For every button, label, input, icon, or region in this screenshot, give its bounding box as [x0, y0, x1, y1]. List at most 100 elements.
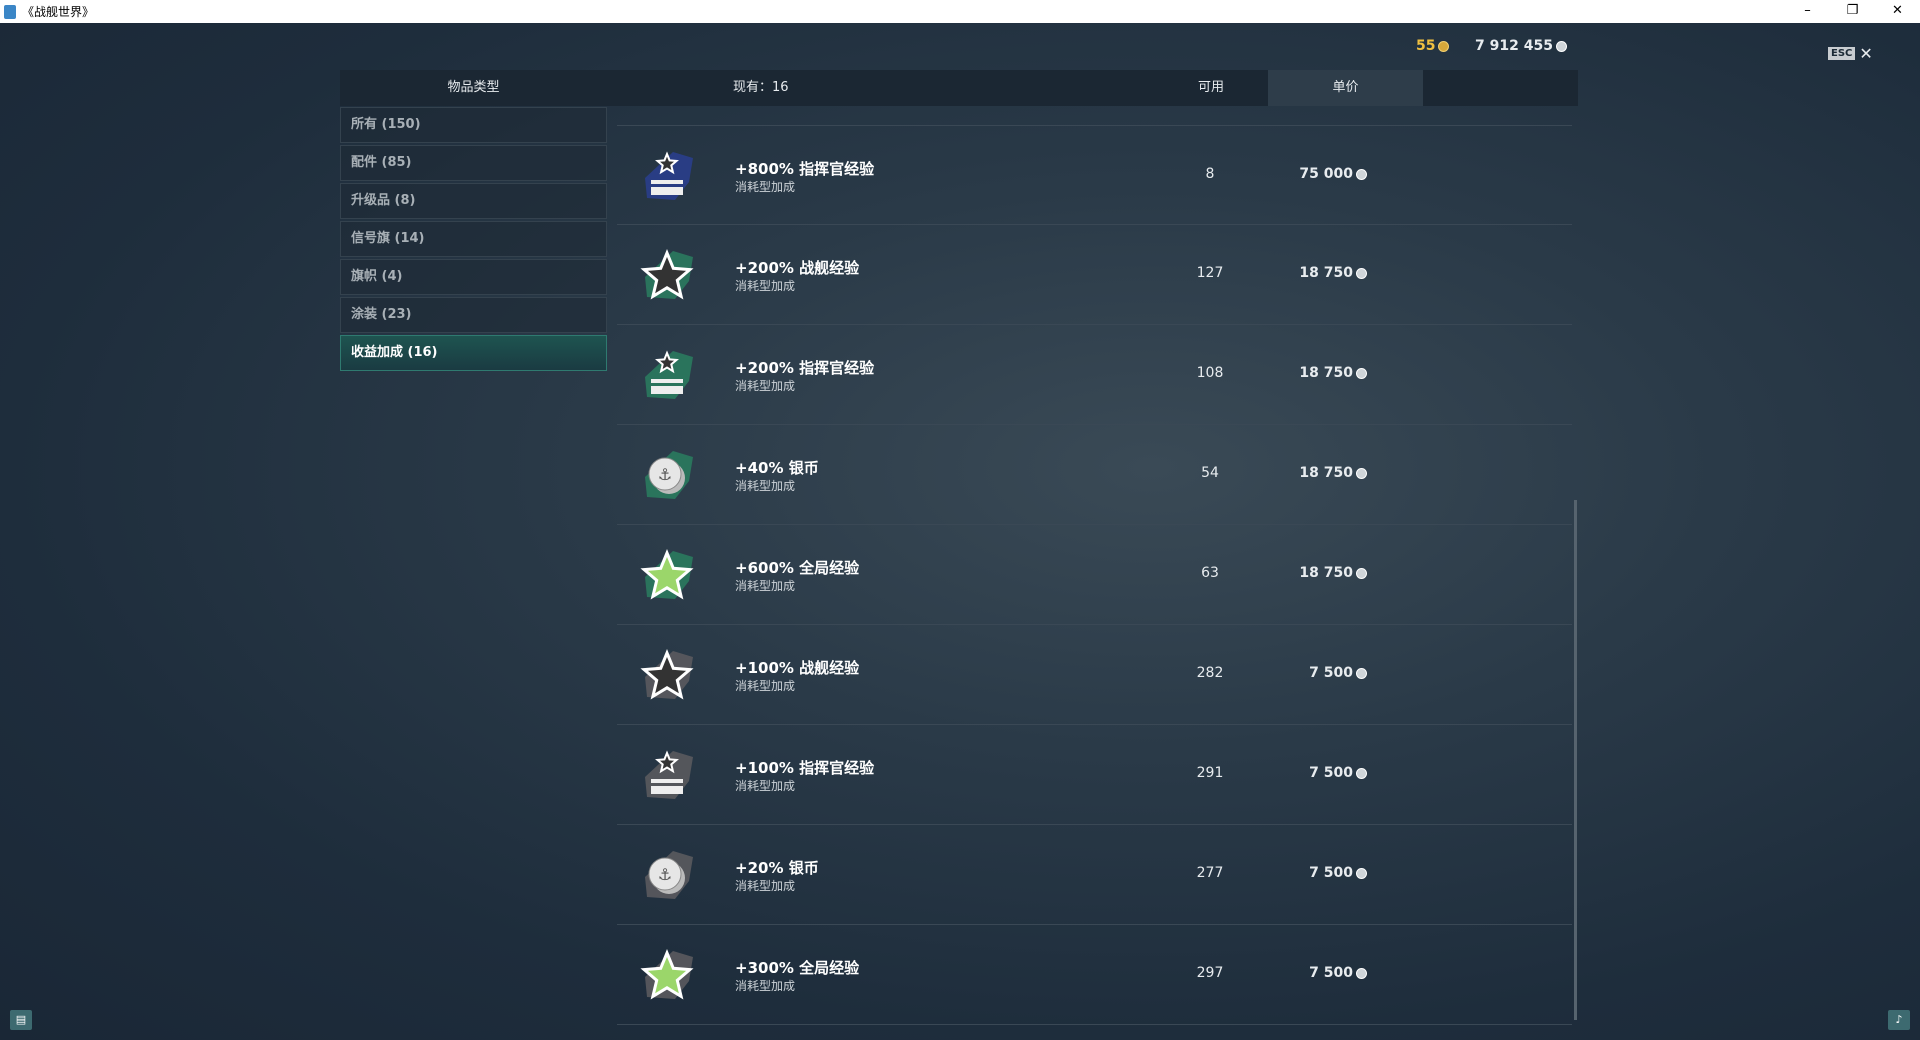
credits-icon: ⚓: [639, 447, 695, 503]
item-type: 消耗型加成: [735, 779, 796, 793]
silver-coin-icon: [1555, 40, 1567, 52]
silver-coin-icon: [1356, 667, 1367, 679]
commander-xp-icon: [639, 747, 695, 803]
header-price[interactable]: 单价: [1268, 70, 1423, 106]
close-icon[interactable]: ✕: [1859, 44, 1873, 63]
silver-coin-icon: [1356, 467, 1367, 479]
item-row[interactable]: ⚓ +40% 银币 消耗型加成 54 18 750: [617, 425, 1572, 525]
item-row[interactable]: +100% 指挥官经验 消耗型加成 291 7 500: [617, 725, 1572, 825]
item-row[interactable]: +200% 战舰经验 消耗型加成 127 18 750: [617, 225, 1572, 325]
gold-balance: 55: [1416, 38, 1450, 54]
item-name: +40% 银币: [735, 459, 819, 477]
item-price: 18 750: [1299, 465, 1367, 481]
price-value: 7 500: [1309, 665, 1353, 681]
esc-close-button[interactable]: ESC ✕: [1828, 44, 1873, 63]
price-value: 18 750: [1299, 265, 1353, 281]
item-available: 297: [1196, 965, 1224, 981]
ship-xp-icon: [639, 647, 695, 703]
bell-icon: ♪: [1895, 1013, 1903, 1026]
item-name: +200% 战舰经验: [735, 259, 860, 277]
price-value: 7 500: [1309, 765, 1353, 781]
item-type: 消耗型加成: [735, 279, 796, 293]
gold-amount: 55: [1416, 38, 1436, 54]
item-price: 75 000: [1299, 166, 1367, 182]
price-value: 18 750: [1299, 365, 1353, 381]
item-price: 18 750: [1299, 565, 1367, 581]
window-title: 《战舰世界》: [22, 5, 95, 19]
item-name: +100% 战舰经验: [735, 659, 860, 677]
commander-xp-icon: [639, 148, 695, 204]
item-available: 277: [1196, 865, 1224, 881]
item-available: 54: [1201, 465, 1219, 481]
item-name: +800% 指挥官经验: [735, 160, 875, 178]
sidebar-item[interactable]: 涂装 (23): [340, 297, 607, 333]
item-available: 127: [1196, 265, 1224, 281]
chat-icon: ▤: [15, 1013, 27, 1026]
sidebar-item[interactable]: 升级品 (8): [340, 183, 607, 219]
silver-amount: 7 912 455: [1475, 38, 1553, 54]
price-value: 18 750: [1299, 565, 1353, 581]
sidebar-item[interactable]: 配件 (85): [340, 145, 607, 181]
item-price: 18 750: [1299, 365, 1367, 381]
price-value: 75 000: [1299, 166, 1353, 182]
svg-text:⚓: ⚓: [658, 465, 672, 484]
item-type: 消耗型加成: [735, 979, 796, 993]
silver-coin-icon: [1356, 567, 1367, 579]
silver-coin-icon: [1356, 967, 1367, 979]
item-price: 18 750: [1299, 265, 1367, 281]
item-name: +600% 全局经验: [735, 559, 860, 577]
item-row[interactable]: +200% 指挥官经验 消耗型加成 108 18 750: [617, 325, 1572, 425]
item-available: 8: [1205, 166, 1215, 182]
title-bar: 《战舰世界》 – ❐ ✕: [0, 0, 1920, 23]
restore-button[interactable]: ❐: [1846, 3, 1859, 18]
table-header: 物品类型 现有：16 可用 单价: [340, 70, 1578, 106]
scrollbar[interactable]: [1574, 500, 1577, 1020]
item-name: +300% 全局经验: [735, 959, 860, 977]
close-window-button[interactable]: ✕: [1892, 3, 1903, 18]
item-name: +20% 银币: [735, 859, 819, 877]
item-row[interactable]: +100% 战舰经验 消耗型加成 282 7 500: [617, 625, 1572, 725]
item-row[interactable]: +800% 指挥官经验 消耗型加成 8 75 000: [617, 125, 1572, 225]
esc-key-label: ESC: [1828, 47, 1856, 60]
header-available[interactable]: 可用: [1198, 80, 1225, 95]
silver-balance: 7 912 455: [1475, 38, 1567, 54]
item-name: +200% 指挥官经验: [735, 359, 875, 377]
item-price: 7 500: [1309, 665, 1367, 681]
silver-coin-icon: [1356, 267, 1367, 279]
notifications-button[interactable]: ♪: [1888, 1010, 1910, 1030]
item-available: 291: [1196, 765, 1224, 781]
header-item-type: 物品类型: [447, 80, 500, 95]
item-type: 消耗型加成: [735, 679, 796, 693]
silver-coin-icon: [1356, 767, 1367, 779]
item-type: 消耗型加成: [735, 579, 796, 593]
chat-button[interactable]: ▤: [10, 1010, 32, 1030]
sidebar-item[interactable]: 所有 (150): [340, 107, 607, 143]
silver-coin-icon: [1356, 367, 1367, 379]
item-type: 消耗型加成: [735, 180, 796, 194]
item-row[interactable]: ⚓ +20% 银币 消耗型加成 277 7 500: [617, 825, 1572, 925]
silver-coin-icon: [1356, 867, 1367, 879]
sidebar-item[interactable]: 旗帜 (4): [340, 259, 607, 295]
price-value: 7 500: [1309, 865, 1353, 881]
item-price: 7 500: [1309, 965, 1367, 981]
silver-coin-icon: [1356, 168, 1367, 180]
ship-xp-icon: [639, 247, 695, 303]
item-name: +100% 指挥官经验: [735, 759, 875, 777]
gold-coin-icon: [1438, 40, 1450, 52]
price-value: 7 500: [1309, 965, 1353, 981]
item-list: +800% 指挥官经验 消耗型加成 8 75 000 +200% 战舰经验 消耗…: [617, 125, 1572, 1025]
item-price: 7 500: [1309, 765, 1367, 781]
free-xp-icon: [639, 547, 695, 603]
item-type: 消耗型加成: [735, 479, 796, 493]
item-available: 108: [1196, 365, 1224, 381]
minimize-button[interactable]: –: [1804, 3, 1811, 18]
item-row[interactable]: +300% 全局经验 消耗型加成 297 7 500: [617, 925, 1572, 1025]
sidebar-item[interactable]: 信号旗 (14): [340, 221, 607, 257]
item-type: 消耗型加成: [735, 379, 796, 393]
item-available: 282: [1196, 665, 1224, 681]
commander-xp-icon: [639, 347, 695, 403]
credits-icon: ⚓: [639, 847, 695, 903]
app-icon: [4, 4, 16, 19]
sidebar-item[interactable]: 收益加成 (16): [340, 335, 607, 371]
item-row[interactable]: +600% 全局经验 消耗型加成 63 18 750: [617, 525, 1572, 625]
